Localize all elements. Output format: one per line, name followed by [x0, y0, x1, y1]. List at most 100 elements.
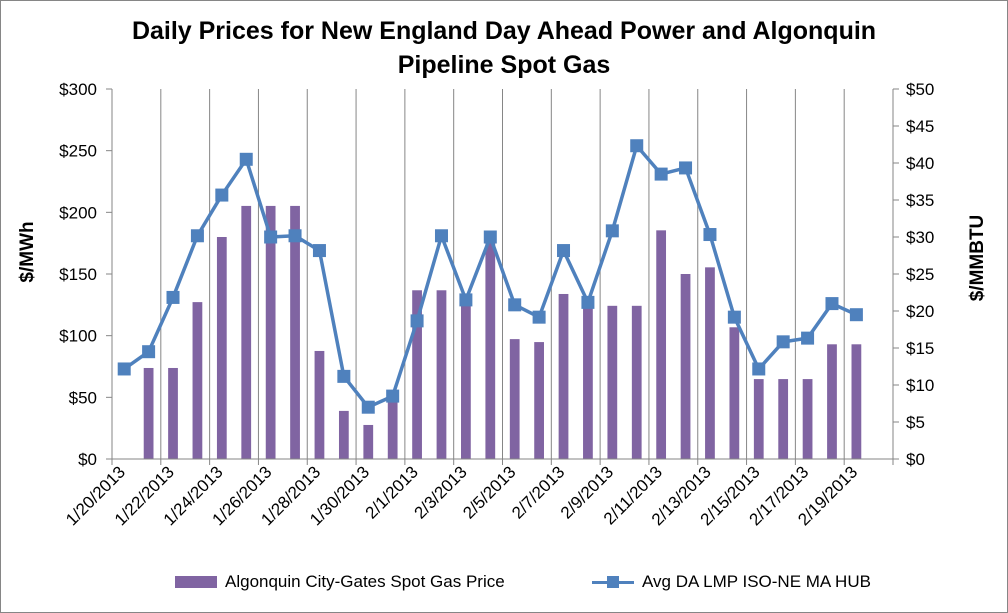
lmp-marker — [483, 230, 497, 244]
gas-price-bar — [143, 367, 154, 459]
left-tick-label: $150 — [59, 265, 97, 284]
lmp-marker — [605, 224, 619, 238]
gas-price-bar — [583, 303, 593, 459]
lmp-marker — [532, 310, 546, 324]
gas-price-bar — [216, 237, 227, 459]
right-tick-label: $35 — [906, 191, 934, 210]
left-axis-title: $/MWh — [17, 221, 38, 282]
right-tick-label: $5 — [906, 413, 925, 432]
chart-title-line2: Pipeline Spot Gas — [397, 51, 611, 79]
lmp-marker — [264, 230, 278, 244]
lmp-marker — [679, 161, 693, 175]
right-tick-label: $10 — [906, 376, 934, 395]
lmp-marker — [288, 229, 302, 243]
lmp-marker — [337, 369, 351, 383]
right-tick-label: $0 — [906, 450, 925, 469]
lmp-marker — [190, 229, 204, 243]
right-tick-label: $40 — [906, 154, 934, 173]
lmp-marker — [703, 228, 717, 242]
axes — [106, 88, 899, 465]
lmp-marker — [508, 298, 522, 312]
x-axis-ticks: 1/20/20131/22/20131/24/20131/26/20131/28… — [62, 462, 861, 529]
lmp-marker — [801, 331, 815, 345]
lmp-marker — [630, 139, 644, 153]
gas-price-bar — [168, 367, 178, 459]
gas-price-bar — [778, 379, 789, 459]
lmp-marker — [825, 297, 839, 311]
gas-price-bar — [558, 293, 569, 459]
right-tick-label: $20 — [906, 302, 934, 321]
gas-price-bar — [436, 290, 447, 459]
gas-price-bar — [509, 339, 520, 459]
lmp-marker — [142, 345, 156, 359]
lmp-marker — [459, 293, 473, 307]
lmp-marker — [166, 290, 180, 304]
left-tick-label: $100 — [59, 327, 97, 346]
bar-series — [143, 205, 862, 459]
gas-price-bar — [656, 230, 667, 459]
gas-price-bar — [827, 344, 837, 459]
x-tick-label: 2/3/2013 — [410, 462, 470, 522]
gas-price-bar — [729, 327, 740, 459]
right-tick-label: $45 — [906, 117, 934, 136]
right-axis-title: $/MMBTU — [967, 215, 988, 302]
left-axis-ticks: $0 $50 $100 $150 $200 $250 $300 — [59, 80, 97, 469]
gas-price-bar — [705, 267, 715, 459]
gas-price-bar — [461, 298, 471, 459]
gas-price-bar — [607, 305, 618, 459]
gas-price-bar — [534, 342, 544, 459]
lmp-marker — [557, 244, 571, 258]
gas-price-bar — [338, 410, 349, 459]
gas-price-bar — [851, 344, 862, 459]
chart-title-line1: Daily Prices for New England Day Ahead P… — [131, 17, 877, 45]
gas-price-bar — [802, 379, 813, 459]
lmp-marker — [361, 400, 375, 414]
lmp-marker — [654, 167, 668, 181]
x-tick-label: 2/5/2013 — [459, 462, 519, 522]
right-tick-label: $15 — [906, 339, 934, 358]
gas-price-bar — [363, 424, 374, 459]
gas-price-bar — [241, 205, 252, 459]
gas-price-bar — [485, 240, 496, 459]
left-tick-label: $50 — [69, 388, 97, 407]
x-tick-label: 2/1/2013 — [362, 462, 422, 522]
gas-price-bar — [680, 274, 691, 459]
legend-swatch-bar — [175, 576, 217, 588]
x-tick-label: 2/7/2013 — [508, 462, 568, 522]
lmp-marker — [434, 229, 448, 243]
gas-price-bar — [290, 205, 300, 459]
line-series — [117, 139, 863, 414]
legend-label-power: Avg DA LMP ISO-NE MA HUB — [642, 572, 871, 591]
right-tick-label: $30 — [906, 228, 934, 247]
left-tick-label: $250 — [59, 142, 97, 161]
legend-label-gas: Algonquin City-Gates Spot Gas Price — [225, 572, 505, 591]
lmp-marker — [215, 188, 229, 202]
lmp-marker — [386, 389, 400, 403]
gas-price-bar — [387, 396, 398, 459]
right-tick-label: $50 — [906, 80, 934, 99]
lmp-marker — [776, 335, 790, 349]
legend-item-power: Avg DA LMP ISO-NE MA HUB — [592, 572, 871, 592]
lmp-marker — [849, 308, 863, 322]
right-axis-ticks: $0 $5 $10 $15 $20 $25 $30 $35 $40 $45 $50 — [906, 80, 934, 469]
right-tick-label: $25 — [906, 265, 934, 284]
lmp-marker — [239, 152, 253, 166]
gas-price-bar — [412, 290, 422, 459]
gas-price-bar — [192, 302, 203, 459]
legend-swatch-line — [592, 575, 634, 589]
legend-item-gas: Algonquin City-Gates Spot Gas Price — [175, 572, 505, 592]
gas-price-bar — [265, 205, 276, 459]
lmp-marker — [581, 295, 595, 309]
lmp-marker — [117, 362, 131, 376]
lmp-marker — [312, 244, 326, 258]
lmp-marker — [752, 362, 766, 376]
left-tick-label: $0 — [78, 450, 97, 469]
left-tick-label: $300 — [59, 80, 97, 99]
lmp-marker — [727, 310, 741, 324]
gas-price-bar — [631, 305, 642, 459]
gas-price-bar — [314, 350, 325, 459]
left-tick-label: $200 — [59, 203, 97, 222]
gas-price-bar — [753, 379, 764, 459]
lmp-marker — [410, 314, 424, 328]
